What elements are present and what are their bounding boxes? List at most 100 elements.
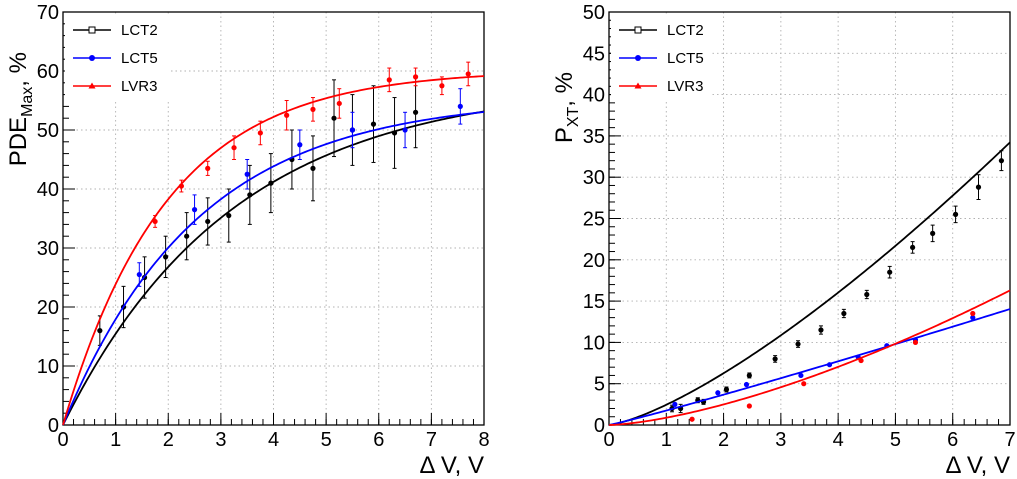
data-point-lvr3: [689, 416, 695, 422]
data-point-lct2: [331, 115, 337, 121]
y-tick-label: 40: [37, 179, 59, 201]
legend-marker-circle: [89, 55, 95, 61]
x-tick-label: 0: [57, 429, 68, 451]
x-tick-label: 2: [718, 429, 729, 451]
x-tick-label: 7: [1004, 429, 1015, 451]
data-point-lvr3: [439, 83, 445, 89]
x-axis-title: Δ V, V: [419, 452, 484, 479]
data-point-lct5: [402, 127, 408, 133]
y-tick-label: 45: [583, 43, 605, 65]
data-point-lvr3: [310, 106, 316, 112]
data-point-lct2: [864, 291, 870, 298]
y-tick-label: 5: [594, 374, 605, 396]
data-point-lct2: [412, 109, 419, 115]
fit-curve-lct5: [608, 308, 1011, 426]
y-tick-label: 10: [37, 356, 59, 378]
data-point-lct2: [268, 180, 274, 186]
data-point-lct2: [795, 341, 801, 347]
data-point-lct2: [998, 158, 1005, 164]
data-point-lct2: [841, 310, 847, 317]
x-tick-label: 5: [890, 429, 901, 451]
data-point-lvr3: [465, 71, 471, 77]
data-point-lvr3: [970, 310, 976, 317]
y-tick-label: 20: [583, 250, 605, 272]
y-axis-title-main: PDE: [5, 117, 32, 166]
x-tick-label: 2: [163, 429, 174, 451]
legend-marker-circle: [635, 55, 641, 61]
fit-curve-lct2: [608, 141, 1011, 426]
data-point-lct2: [746, 372, 752, 379]
x-tick-label: 3: [215, 429, 226, 451]
data-point-lct2: [205, 218, 211, 225]
y-axis-title: PXT, %: [551, 72, 582, 143]
plot-frame: [608, 11, 1011, 426]
data-point-lct2: [97, 328, 103, 334]
legend-label-lvr3: LVR3: [667, 78, 703, 95]
data-point-lvr3: [152, 218, 158, 225]
y-tick-label: 70: [37, 2, 59, 24]
data-point-lct5: [743, 381, 750, 388]
data-point-lvr3: [912, 339, 919, 345]
data-point-lvr3: [205, 165, 211, 171]
legend-label-lct2: LCT2: [121, 22, 158, 39]
x-axis-title: Δ V, V: [945, 452, 1010, 479]
legend-label-lct5: LCT5: [667, 50, 704, 67]
y-tick-label: 60: [37, 61, 59, 83]
data-point-lct2: [818, 327, 824, 333]
x-tick-label: 4: [833, 429, 844, 451]
data-point-lct2: [887, 269, 893, 275]
data-point-lct2: [310, 165, 316, 171]
data-point-lct5: [457, 103, 463, 109]
x-tick-label: 6: [947, 429, 958, 451]
data-point-lvr3: [231, 145, 237, 151]
data-point-lct5: [349, 127, 356, 133]
fit-curve-lct5: [62, 111, 485, 426]
data-point-lct5: [191, 207, 198, 213]
y-tick-label: 15: [583, 291, 605, 313]
legend-label-lct5: LCT5: [121, 50, 158, 67]
data-point-lvr3: [284, 112, 290, 118]
fit-curve-lvr3: [609, 289, 1011, 426]
data-point-lct5: [244, 171, 250, 177]
data-point-lct5: [798, 372, 804, 379]
data-point-lvr3: [257, 130, 263, 136]
y-tick-label: 40: [583, 85, 605, 107]
data-point-lct5: [297, 142, 303, 148]
fit-curve-lvr3: [62, 75, 485, 426]
plot-frame: [62, 11, 485, 426]
x-tick-label: 5: [321, 429, 332, 451]
x-tick-label: 3: [775, 429, 786, 451]
legend-marker-square: [634, 26, 642, 34]
y-tick-label: 50: [583, 2, 605, 24]
fit-curve-lct2: [62, 110, 485, 426]
x-tick-label: 1: [110, 429, 121, 451]
y-axis-title: PDEMax, %: [5, 52, 36, 166]
data-point-lct2: [226, 212, 232, 219]
data-point-lct2: [723, 386, 730, 393]
y-tick-label: 10: [583, 332, 605, 354]
data-point-lct2: [952, 211, 959, 217]
data-point-lct5: [672, 401, 678, 407]
data-point-lvr3: [336, 100, 342, 107]
y-axis-title-unit: , %: [551, 72, 578, 107]
data-point-lct2: [772, 356, 778, 362]
y-tick-label: 30: [583, 167, 605, 189]
data-point-lct2: [163, 254, 169, 260]
y-tick-label: 0: [48, 415, 59, 437]
data-point-lct2: [247, 192, 253, 198]
legend-label-lct2: LCT2: [667, 22, 704, 39]
y-axis-title-unit: , %: [5, 52, 32, 87]
data-point-lct2: [930, 230, 936, 236]
y-axis-title-subscript: Max: [19, 87, 36, 117]
x-tick-label: 1: [661, 429, 672, 451]
data-point-lct2: [910, 244, 916, 251]
y-tick-label: 30: [37, 238, 59, 260]
y-tick-label: 0: [594, 415, 605, 437]
legend-marker-square: [88, 26, 96, 34]
data-point-lvr3: [801, 381, 807, 387]
data-point-lvr3: [386, 77, 392, 83]
data-point-lct2: [370, 121, 377, 127]
data-point-lvr3: [858, 357, 864, 364]
